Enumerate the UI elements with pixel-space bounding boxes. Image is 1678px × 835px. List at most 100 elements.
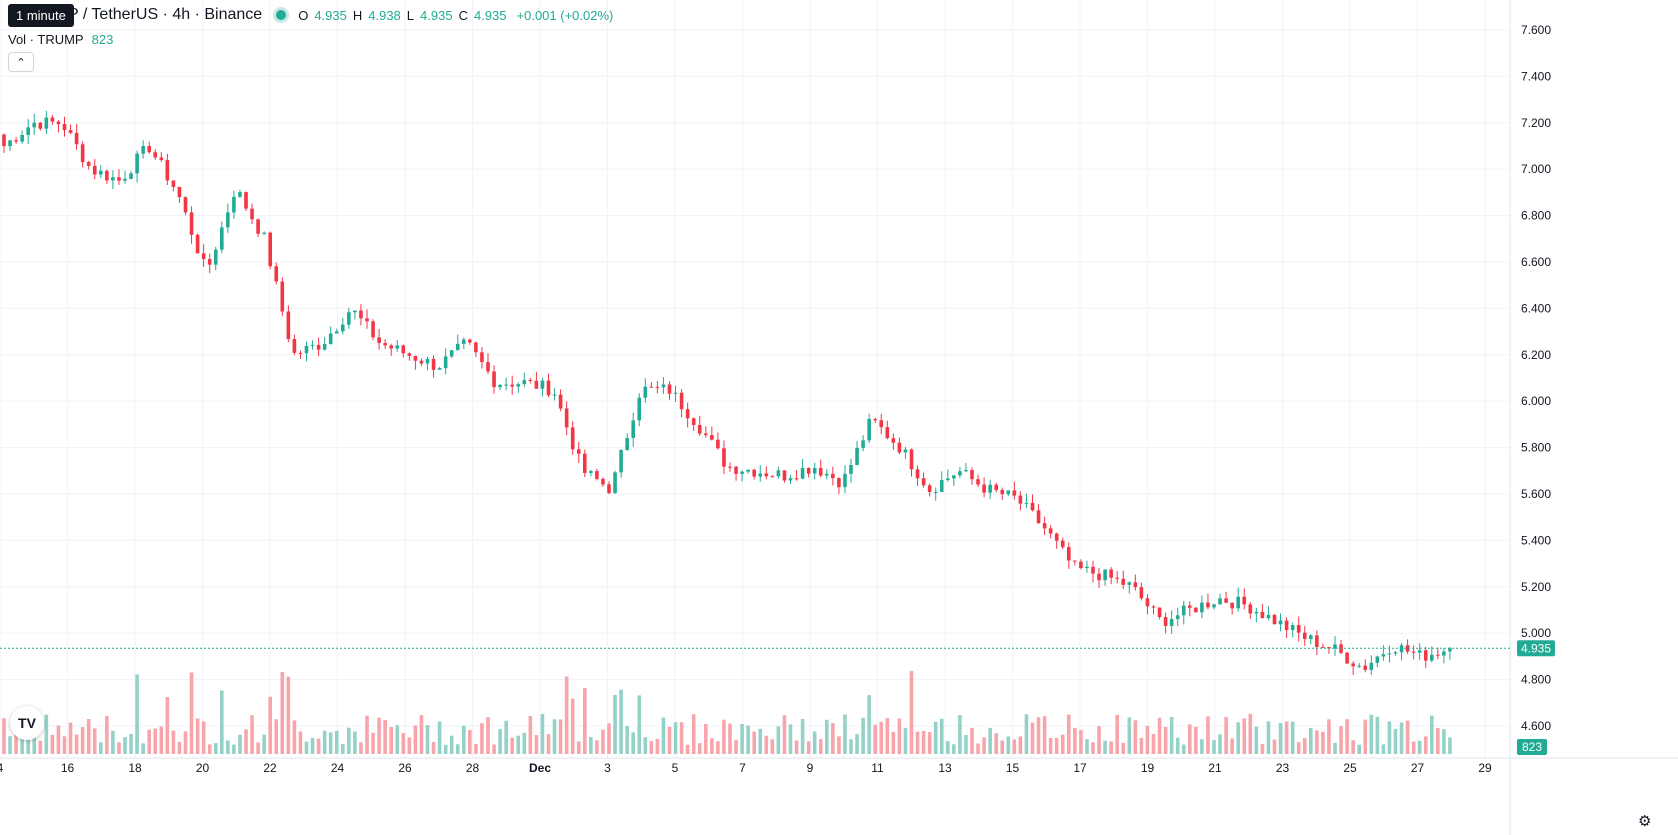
candle-body bbox=[1127, 582, 1132, 585]
volume-bar bbox=[1381, 744, 1386, 754]
candle-body bbox=[788, 478, 793, 481]
volume-bar bbox=[510, 737, 514, 754]
candle-body bbox=[818, 468, 823, 476]
x-tick-label: 25 bbox=[1343, 761, 1357, 775]
volume-bar bbox=[262, 734, 266, 754]
volume-bar bbox=[1411, 741, 1416, 754]
candle-body bbox=[1351, 663, 1355, 667]
volume-bar bbox=[655, 738, 660, 754]
candle-body bbox=[1109, 569, 1113, 578]
candle-body bbox=[595, 471, 599, 479]
volume-bar bbox=[1109, 741, 1113, 754]
x-tick-label: 7 bbox=[739, 761, 746, 775]
candle-body bbox=[1272, 614, 1277, 625]
volume-bar bbox=[534, 735, 539, 754]
volume-bar bbox=[691, 714, 696, 754]
volume-bar bbox=[1339, 726, 1343, 754]
tradingview-logo-icon[interactable]: TV bbox=[10, 706, 44, 740]
candle-body bbox=[1121, 578, 1126, 585]
x-tick-label: 9 bbox=[807, 761, 814, 775]
volume-bar bbox=[770, 739, 775, 754]
candle-body bbox=[1060, 540, 1065, 548]
volume-bar bbox=[32, 732, 37, 754]
candle-body bbox=[540, 380, 545, 389]
volume-bar bbox=[220, 690, 224, 754]
candle-body bbox=[195, 234, 200, 254]
candle-body bbox=[1079, 561, 1083, 569]
candle-body bbox=[1048, 528, 1053, 534]
change-value: +0.001 (+0.02%) bbox=[516, 7, 614, 23]
candle-body bbox=[443, 356, 448, 369]
volume-bar bbox=[141, 743, 145, 754]
chevron-up-icon: ⌃ bbox=[16, 56, 26, 69]
candle-body bbox=[1018, 495, 1023, 504]
volume-bar bbox=[619, 689, 623, 754]
candle-body bbox=[1085, 566, 1089, 569]
candle-body bbox=[20, 135, 24, 142]
volume-bar bbox=[546, 734, 551, 754]
candle-body bbox=[1393, 652, 1398, 654]
volume-bar bbox=[2, 718, 6, 754]
volume-bar bbox=[86, 718, 91, 754]
volume-bar bbox=[322, 730, 327, 754]
candle-body bbox=[68, 130, 73, 133]
volume-bar bbox=[365, 715, 369, 754]
volume-bar bbox=[613, 694, 617, 754]
volume-bar bbox=[800, 718, 805, 754]
volume-bar bbox=[1272, 739, 1277, 754]
volume-bar bbox=[1042, 716, 1047, 754]
gear-icon[interactable]: ⚙ bbox=[1638, 813, 1652, 830]
volume-bar bbox=[1157, 717, 1162, 754]
volume-bar bbox=[1315, 730, 1319, 754]
close-label: C bbox=[458, 7, 468, 23]
candle-body bbox=[250, 208, 254, 220]
candle-body bbox=[855, 447, 859, 465]
volume-bar bbox=[679, 722, 684, 754]
low-label: L bbox=[406, 7, 415, 23]
volume-bar bbox=[226, 740, 230, 754]
volume-bar bbox=[1230, 738, 1234, 754]
volume-bar bbox=[697, 743, 702, 754]
last-price-badge bbox=[1517, 640, 1555, 657]
open-label: O bbox=[298, 7, 309, 23]
x-tick-label: 22 bbox=[263, 761, 277, 775]
volume-bar bbox=[988, 727, 992, 754]
volume-bar bbox=[383, 720, 387, 754]
volume-bar bbox=[1115, 714, 1119, 754]
volume-bar bbox=[722, 719, 726, 754]
volume-bar bbox=[1345, 719, 1349, 754]
volume-bar bbox=[280, 671, 285, 754]
candle-body bbox=[879, 420, 884, 428]
candle-body bbox=[704, 433, 708, 436]
candle-body bbox=[117, 177, 121, 181]
volume-bar bbox=[1417, 740, 1422, 754]
x-tick-label: 27 bbox=[1411, 761, 1425, 775]
volume-bar bbox=[171, 730, 176, 754]
last-volume-badge bbox=[1517, 739, 1547, 755]
volume-label[interactable]: Vol · TRUMP bbox=[8, 32, 84, 47]
volume-bar bbox=[1163, 726, 1168, 754]
symbol-title[interactable]: P / TetherUS · 4h · Binance bbox=[68, 6, 263, 23]
candle-body bbox=[322, 343, 327, 350]
volume-bar bbox=[1036, 717, 1041, 754]
volume-bar bbox=[1200, 739, 1204, 754]
candle-body bbox=[528, 380, 533, 382]
candle-body bbox=[401, 345, 406, 354]
candle-body bbox=[1327, 647, 1331, 649]
volume-bar bbox=[80, 727, 85, 754]
collapse-legend-button[interactable]: ⌃ bbox=[8, 52, 34, 72]
open-value: 4.935 bbox=[314, 7, 347, 23]
volume-bar bbox=[334, 730, 339, 754]
candle-body bbox=[782, 470, 787, 481]
volume-bar bbox=[62, 736, 67, 754]
y-tick-label: 5.000 bbox=[1521, 626, 1551, 640]
volume-bar bbox=[939, 718, 944, 754]
candle-body bbox=[1206, 602, 1210, 608]
volume-bar bbox=[310, 737, 315, 754]
candle-body bbox=[468, 339, 472, 343]
candle-body bbox=[383, 343, 387, 346]
candle-body bbox=[939, 480, 944, 492]
candle-body bbox=[159, 157, 164, 161]
